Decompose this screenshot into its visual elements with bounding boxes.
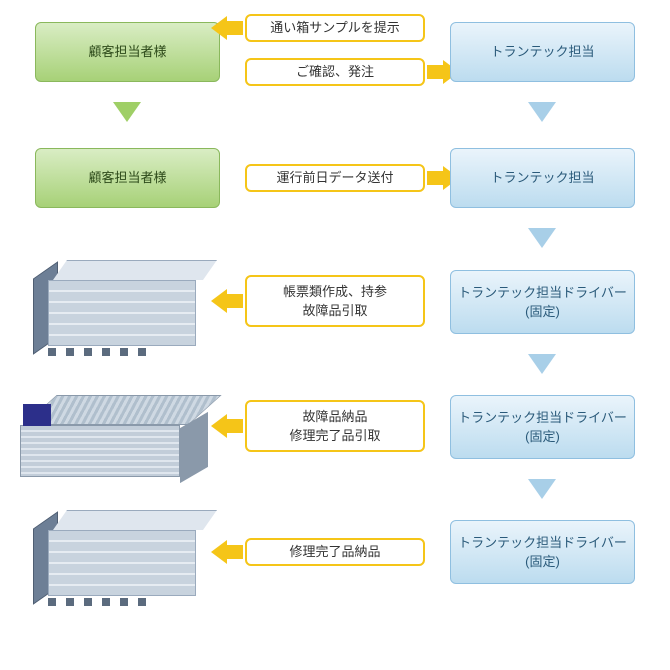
trantec-box-r2: トランテック担当	[450, 148, 635, 208]
driver-r5-l2: (固定)	[458, 552, 627, 572]
arrow-down-blue-r3	[528, 354, 556, 374]
driver-box-r4: トランテック担当ドライバー (固定)	[450, 395, 635, 459]
defect-repair-l1: 故障品納品	[289, 407, 380, 427]
forms-pickup-box: 帳票類作成、持参 故障品引取	[245, 275, 425, 327]
building-r5	[30, 510, 220, 600]
driver-r4-l2: (固定)	[458, 427, 627, 447]
driver-r5-l1: トランテック担当ドライバー	[458, 533, 627, 553]
confirm-order-box: ご確認、発注	[245, 58, 425, 86]
driver-box-r5: トランテック担当ドライバー (固定)	[450, 520, 635, 584]
defect-repair-box: 故障品納品 修理完了品引取	[245, 400, 425, 452]
customer-box-r2: 顧客担当者様	[35, 148, 220, 208]
arrow-down-green-r1	[113, 102, 141, 122]
arrow-pickup-left	[227, 294, 243, 308]
forms-pickup-l2: 故障品引取	[283, 301, 387, 321]
driver-r3-l1: トランテック担当ドライバー	[458, 283, 627, 303]
repair-delivery-box: 修理完了品納品	[245, 538, 425, 566]
forms-pickup-l1: 帳票類作成、持参	[283, 282, 387, 302]
arrow-order-right	[427, 65, 443, 79]
customer-box-r1: 顧客担当者様	[35, 22, 220, 82]
arrow-defect-left	[227, 419, 243, 433]
driver-r4-l1: トランテック担当ドライバー	[458, 408, 627, 428]
defect-repair-l2: 修理完了品引取	[289, 426, 380, 446]
arrow-repair-left	[227, 545, 243, 559]
building-r4	[15, 390, 205, 480]
driver-box-r3: トランテック担当ドライバー (固定)	[450, 270, 635, 334]
arrow-down-blue-r2	[528, 228, 556, 248]
arrow-down-blue-r4	[528, 479, 556, 499]
trantec-box-r1: トランテック担当	[450, 22, 635, 82]
data-send-box: 運行前日データ送付	[245, 164, 425, 192]
arrow-sample-left	[227, 21, 243, 35]
sample-present-box: 通い箱サンプルを提示	[245, 14, 425, 42]
arrow-down-blue-r1	[528, 102, 556, 122]
arrow-data-right	[427, 171, 443, 185]
building-r3	[30, 260, 220, 350]
driver-r3-l2: (固定)	[458, 302, 627, 322]
